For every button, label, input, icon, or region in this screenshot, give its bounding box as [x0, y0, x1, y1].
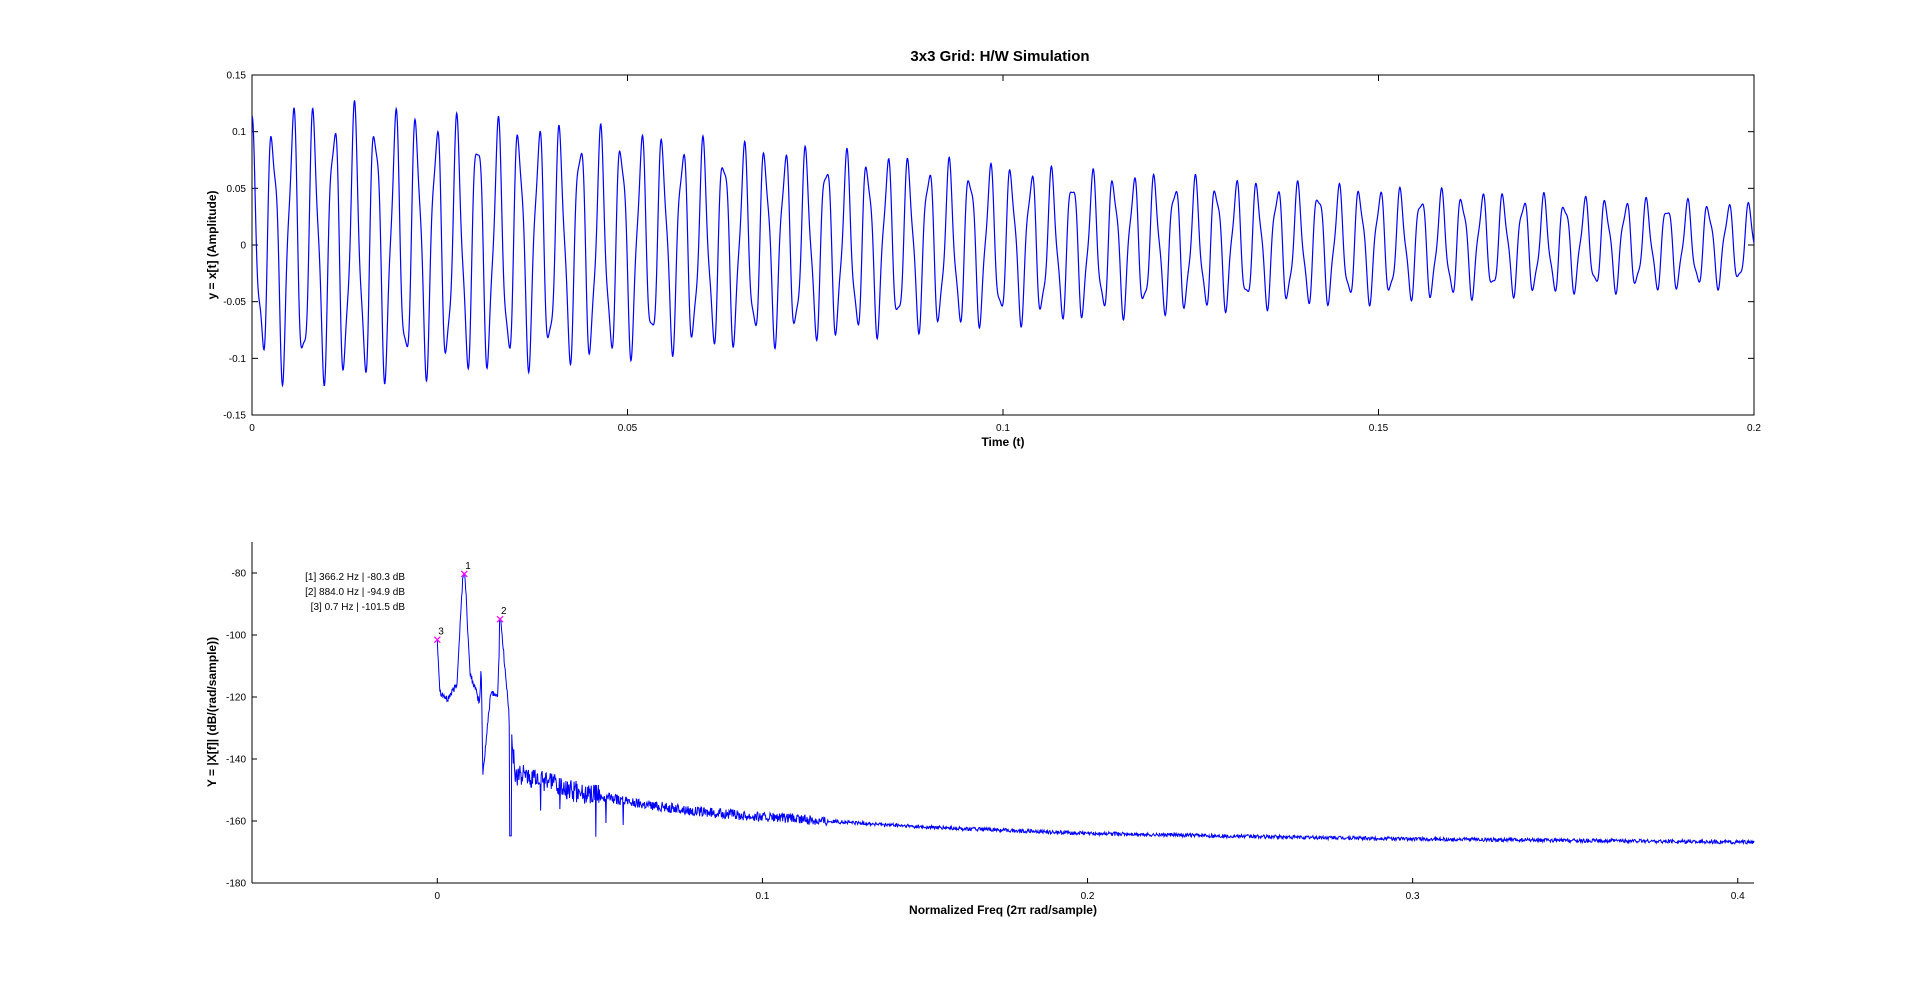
spectrum-x-label: Normalized Freq (2π rad/sample)	[909, 903, 1097, 917]
spectrum-y-tick-label: -140	[226, 755, 246, 766]
time-domain-x-tick-label: 0.1	[996, 423, 1010, 434]
spectrum-x-ticks: 0 0.1 0.2 0.3 0.4	[435, 878, 1745, 902]
spectrum-axes: 0 0.1 0.2 0.3 0.4 -180 -160 -140 -120 -100 -80 1 2…	[205, 542, 1755, 917]
time-domain-y-tick-label: -0.05	[223, 297, 246, 308]
time-domain-y-label: y = x[t] (Amplitude)	[205, 190, 219, 299]
time-domain-y-tick-label: -0.1	[229, 354, 247, 365]
time-domain-x-ticks: 0 0.05 0.1 0.15 0.2	[249, 75, 1761, 434]
spectrum-line	[436, 573, 1755, 846]
spectrum-x-tick-label: 0.1	[755, 891, 769, 902]
spectrum-y-tick-label: -100	[226, 631, 246, 642]
peak-annotation-3: [3] 0.7 Hz | -101.5 dB	[311, 602, 406, 613]
spectrum-y-label: Y = |X[f]| (dB/(rad/sample))	[205, 637, 219, 787]
time-domain-x-tick-label: 0	[249, 423, 255, 434]
time-signal-line	[251, 100, 1755, 388]
spectrum-x-tick-label: 0.2	[1081, 891, 1095, 902]
time-domain-x-label: Time (t)	[981, 435, 1024, 449]
peak-marker	[433, 636, 441, 644]
peak-marker-label: 1	[465, 561, 471, 572]
time-domain-y-tick-label: 0.15	[227, 71, 247, 82]
time-domain-y-tick-label: -0.15	[223, 411, 246, 422]
peak-marker-label: 3	[438, 627, 444, 638]
peak-marker	[496, 615, 504, 623]
spectrum-y-tick-label: -120	[226, 693, 246, 704]
time-domain-x-tick-label: 0.05	[618, 423, 638, 434]
peak-annotation-2: [2] 884.0 Hz | -94.9 dB	[305, 587, 405, 598]
spectrum-peak-markers: 1 2 3	[433, 561, 507, 644]
spectrum-x-tick-label: 0	[435, 891, 441, 902]
time-domain-axes: 3x3 Grid: H/W Simulation 0 0.05 0.1 0.15 0.2…	[205, 48, 1761, 449]
peak-marker-label: 2	[501, 606, 507, 617]
peak-marker	[460, 570, 468, 578]
spectrum-x-tick-label: 0.4	[1731, 891, 1745, 902]
time-domain-x-tick-label: 0.2	[1747, 423, 1761, 434]
spectrum-y-tick-label: -180	[226, 879, 246, 890]
time-domain-y-tick-label: 0	[240, 241, 246, 252]
spectrum-y-ticks: -180 -160 -140 -120 -100 -80	[226, 569, 257, 890]
peak-annotation-box: [1] 366.2 Hz | -80.3 dB [2] 884.0 Hz | -…	[305, 572, 405, 613]
spectrum-y-tick-label: -160	[226, 817, 246, 828]
spectrum-x-tick-label: 0.3	[1406, 891, 1420, 902]
spectrum-y-tick-label: -80	[232, 569, 247, 580]
peak-annotation-1: [1] 366.2 Hz | -80.3 dB	[305, 572, 405, 583]
chart-title: 3x3 Grid: H/W Simulation	[910, 48, 1089, 65]
time-domain-x-tick-label: 0.15	[1369, 423, 1389, 434]
time-domain-y-tick-label: 0.1	[232, 127, 246, 138]
time-domain-y-tick-label: 0.05	[227, 184, 247, 195]
